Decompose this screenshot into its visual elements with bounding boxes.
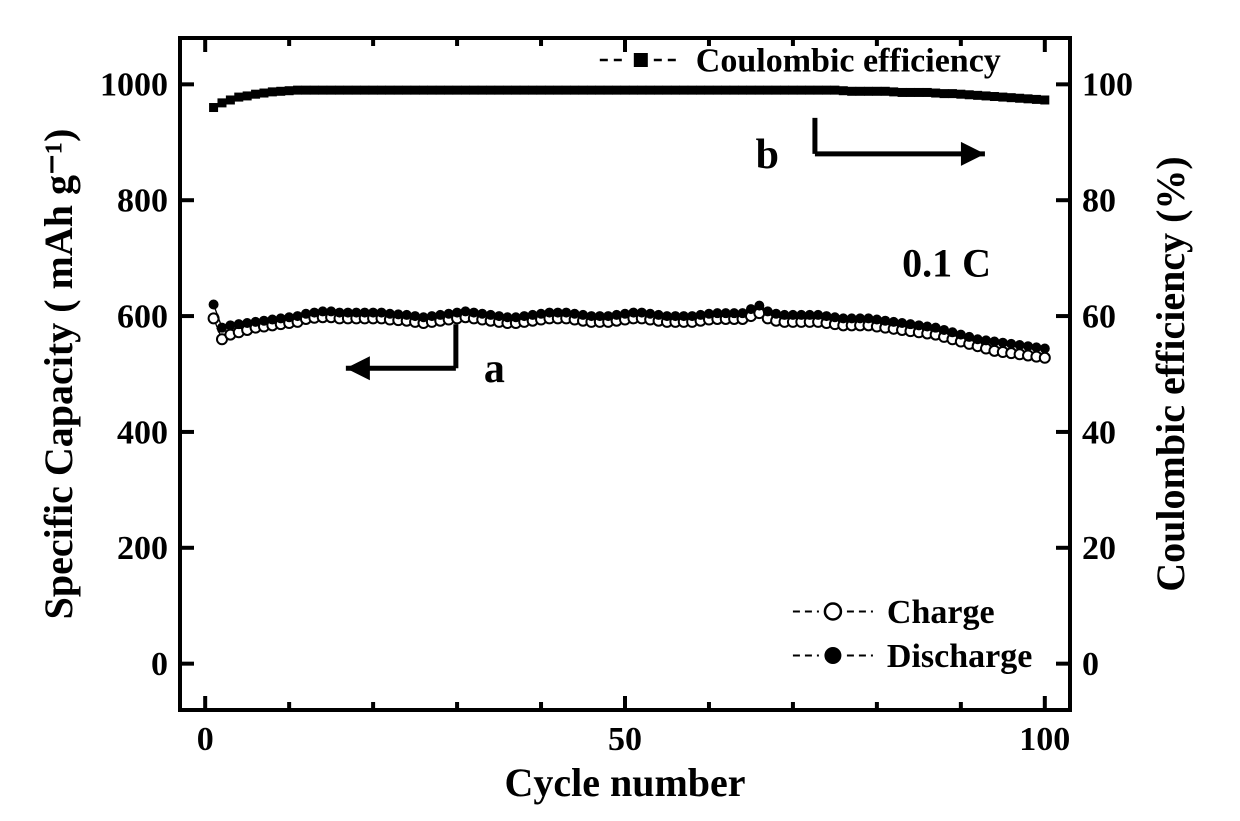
cycling-chart: 050100Cycle number02004006008001000Speci… [30, 10, 1210, 810]
svg-text:40: 40 [1082, 414, 1116, 451]
svg-text:0.1 C: 0.1 C [902, 241, 991, 286]
svg-text:20: 20 [1082, 530, 1116, 567]
svg-text:Coulombic efficiency: Coulombic efficiency [696, 42, 1001, 79]
svg-text:60: 60 [1082, 298, 1116, 335]
svg-text:Coulombic efficiency (%): Coulombic efficiency (%) [1148, 156, 1193, 591]
svg-text:1000: 1000 [100, 67, 168, 104]
svg-text:b: b [756, 132, 779, 178]
svg-text:100: 100 [1019, 721, 1070, 758]
svg-text:Cycle number: Cycle number [504, 760, 745, 805]
svg-text:Charge: Charge [887, 594, 995, 631]
chart-svg: 050100Cycle number02004006008001000Speci… [30, 10, 1210, 810]
svg-text:Discharge: Discharge [887, 638, 1032, 675]
svg-text:200: 200 [117, 530, 168, 567]
svg-text:100: 100 [1082, 67, 1133, 104]
svg-text:600: 600 [117, 298, 168, 335]
svg-text:800: 800 [117, 183, 168, 220]
svg-text:0: 0 [197, 721, 214, 758]
svg-text:a: a [484, 346, 505, 392]
svg-text:80: 80 [1082, 183, 1116, 220]
svg-text:50: 50 [608, 721, 642, 758]
svg-text:0: 0 [1082, 646, 1099, 683]
svg-text:400: 400 [117, 414, 168, 451]
svg-text:Specific Capacity ( mAh g⁻¹): Specific Capacity ( mAh g⁻¹) [36, 129, 81, 620]
svg-text:0: 0 [151, 646, 168, 683]
